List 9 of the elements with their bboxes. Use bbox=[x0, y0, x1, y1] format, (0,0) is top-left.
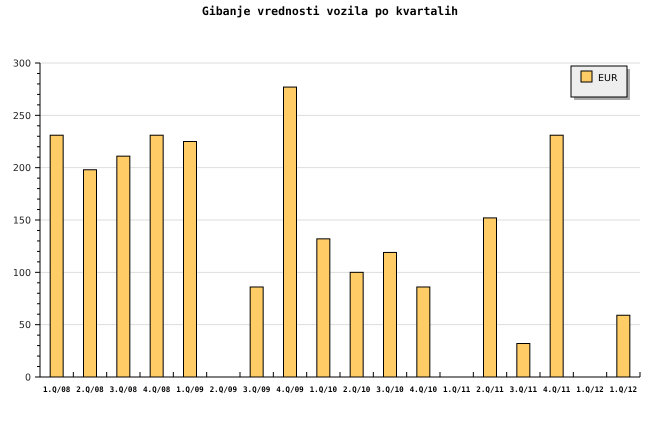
legend-label: EUR bbox=[598, 73, 618, 84]
y-tick-label: 300 bbox=[12, 58, 31, 70]
y-tick-label: 200 bbox=[12, 163, 31, 174]
y-tick-label: 150 bbox=[12, 216, 31, 226]
y-tick-label: 0 bbox=[24, 372, 31, 384]
y-tick-label: 100 bbox=[12, 268, 31, 279]
chart-title: Gibanje vrednosti vozila po kvartalih bbox=[202, 4, 458, 18]
y-tick-label: 50 bbox=[18, 320, 31, 332]
y-tick-label: 250 bbox=[12, 110, 31, 122]
